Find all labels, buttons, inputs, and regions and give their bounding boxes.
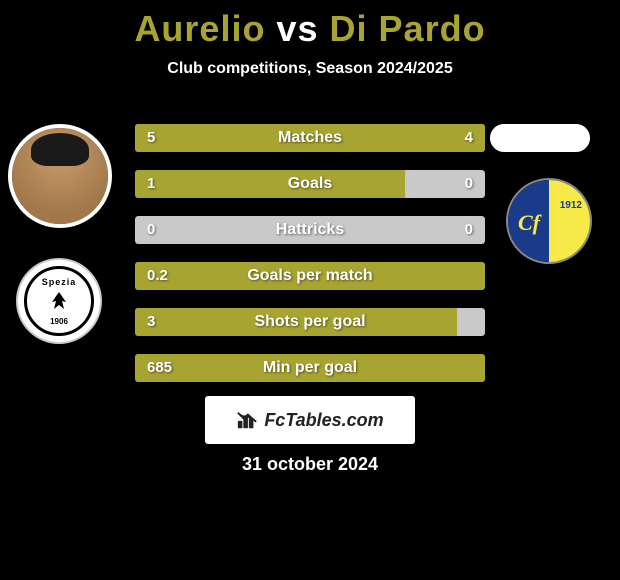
player-right-name: Di Pardo bbox=[330, 8, 486, 49]
title-vs: vs bbox=[276, 8, 318, 49]
comparison-infographic: Aurelio vs Di Pardo Club competitions, S… bbox=[0, 0, 620, 580]
svg-text:Cf: Cf bbox=[518, 210, 543, 235]
branding-badge: FcTables.com bbox=[205, 396, 415, 444]
player-left-name: Aurelio bbox=[134, 8, 265, 49]
club-badge-left: Spezia 1906 bbox=[16, 258, 102, 344]
stat-row: 0.2Goals per match bbox=[135, 262, 485, 290]
bar-label: Goals per match bbox=[135, 262, 485, 290]
stat-row: 00Hattricks bbox=[135, 216, 485, 244]
bar-label: Matches bbox=[135, 124, 485, 152]
stat-row: 3Shots per goal bbox=[135, 308, 485, 336]
eagle-icon bbox=[44, 287, 74, 317]
club-monogram-icon: Cf bbox=[514, 202, 554, 242]
stats-bars: 54Matches 10Goals 00Hattricks 0.2Goals per … bbox=[135, 124, 485, 400]
bar-label: Hattricks bbox=[135, 216, 485, 244]
stat-row: 685Min per goal bbox=[135, 354, 485, 382]
chart-icon bbox=[236, 409, 258, 431]
bar-label: Shots per goal bbox=[135, 308, 485, 336]
stat-row: 54Matches bbox=[135, 124, 485, 152]
player-left-photo bbox=[8, 124, 112, 228]
club-right-year: 1912 bbox=[560, 200, 582, 211]
page-title: Aurelio vs Di Pardo bbox=[0, 0, 620, 50]
player-right-photo bbox=[490, 124, 590, 152]
club-left-name: Spezia bbox=[42, 277, 77, 287]
infographic-date: 31 october 2024 bbox=[0, 454, 620, 475]
subtitle: Club competitions, Season 2024/2025 bbox=[0, 60, 620, 78]
club-badge-right: Cf 1912 bbox=[506, 178, 592, 264]
stat-row: 10Goals bbox=[135, 170, 485, 198]
bar-label: Min per goal bbox=[135, 354, 485, 382]
club-left-year: 1906 bbox=[50, 317, 68, 326]
bar-label: Goals bbox=[135, 170, 485, 198]
modena-right-half bbox=[549, 180, 590, 262]
branding-text: FcTables.com bbox=[264, 410, 383, 431]
